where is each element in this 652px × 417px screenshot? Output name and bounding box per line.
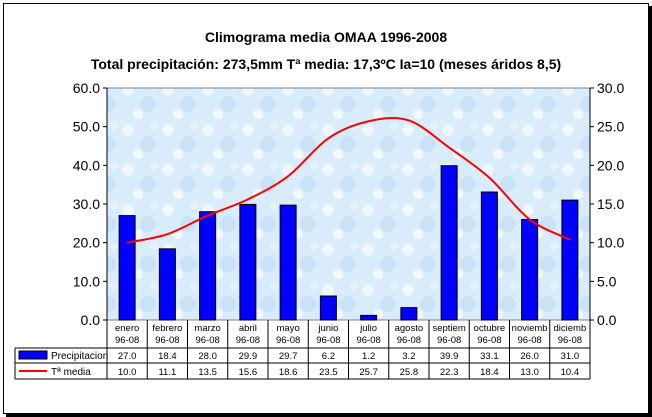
temperature-point-octubre: [488, 176, 491, 179]
temperature-point-junio: [327, 137, 330, 140]
temperature-value: 22.3: [440, 367, 459, 378]
plot-area: [106, 87, 591, 321]
precipitation-value: 6.2: [322, 351, 335, 362]
category-label: julio 96-08: [356, 323, 380, 346]
temperature-point-marzo: [206, 214, 209, 217]
temperature-value: 15.6: [239, 367, 258, 378]
bar-mayo: [279, 204, 297, 321]
temperature-value: 10.0: [118, 367, 137, 378]
right-tick-label: 25.0: [597, 119, 624, 135]
right-y-axis: 0.0 5.0 10.0 15.0 20.0 25.0 30.0: [589, 80, 624, 328]
precipitation-value: 26.0: [520, 351, 539, 362]
left-tick-label: 60.0: [73, 80, 100, 96]
left-y-axis: 0.0 10.0 20.0 30.0 40.0 50.0 60.0: [73, 80, 108, 328]
temperature-point-agosto: [408, 119, 410, 122]
precipitation-value: 18.4: [158, 351, 177, 362]
right-tick-label: 15.0: [597, 196, 624, 212]
temperature-point-mayo: [287, 175, 289, 177]
temperature-value: 10.4: [561, 367, 580, 378]
legend-label-precipitation: Precipitacion: [51, 351, 108, 362]
temperature-value: 25.7: [359, 367, 378, 378]
temperature-value: 18.6: [279, 367, 298, 378]
precipitation-value: 27.0: [118, 351, 137, 362]
bar-octubre: [480, 191, 498, 321]
temperature-point-septiem: [448, 146, 450, 149]
category-label: abril 96-08: [236, 323, 260, 346]
bar-abril: [239, 203, 257, 321]
bar-diciemb: [561, 199, 579, 321]
chart-title: Climograma media OMAA 1996-2008: [204, 29, 448, 45]
category-label: mayo 96-08: [276, 323, 300, 346]
right-tick-label: 30.0: [597, 80, 624, 96]
category-label: diciemb 96-08: [554, 323, 587, 346]
precipitation-value: 39.9: [440, 351, 459, 362]
category-label: junio 96-08: [316, 323, 340, 346]
temperature-point-enero: [126, 241, 128, 244]
bar-febrero: [158, 248, 176, 321]
category-label: noviemb 96-08: [512, 323, 548, 346]
bar-agosto: [400, 307, 418, 321]
legend-key-precipitation: [18, 350, 48, 360]
right-tick-label: 10.0: [597, 235, 624, 251]
bar-noviemb: [521, 218, 539, 321]
category-label: febrero 96-08: [152, 323, 182, 346]
bar-julio: [360, 314, 378, 321]
chart-subtitle: Total precipitación: 273,5mm Tª media: 1…: [90, 56, 562, 72]
bar-enero: [118, 215, 136, 321]
temperature-value: 25.8: [400, 367, 419, 378]
category-label: septiem 96-08: [432, 323, 465, 346]
precipitation-value: 29.9: [239, 351, 258, 362]
precipitation-value: 1.2: [362, 351, 375, 362]
temperature-point-julio: [367, 120, 370, 123]
right-tick-label: 20.0: [597, 157, 624, 173]
data-table: enero 96-08 febrero 96-08 marzo 96-08 abril 96-…: [14, 320, 591, 380]
precipitation-value: 33.1: [480, 351, 499, 362]
temperature-value: 23.5: [319, 367, 338, 378]
temperature-value: 11.1: [158, 367, 176, 378]
category-label: enero 96-08: [115, 323, 139, 346]
precipitation-value: 3.2: [402, 351, 415, 362]
temperature-value: 13.0: [520, 367, 539, 378]
left-tick-label: 10.0: [73, 273, 100, 289]
left-tick-label: 0.0: [81, 312, 101, 328]
temperature-value: 18.4: [480, 367, 499, 378]
right-tick-label: 0.0: [597, 312, 617, 328]
temperature-line: [126, 117, 571, 244]
precipitation-value: 29.7: [279, 351, 298, 362]
temperature-point-noviemb: [528, 218, 531, 221]
temperature-series-line: [126, 117, 571, 244]
category-label: agosto 96-08: [395, 323, 424, 346]
temperature-value: 13.5: [198, 367, 217, 378]
precipitation-value: 31.0: [561, 351, 580, 362]
category-label: octubre 96-08: [474, 323, 506, 346]
category-label: marzo 96-08: [194, 323, 220, 346]
temperature-point-abril: [247, 198, 249, 201]
bar-septiem: [440, 165, 458, 321]
left-tick-label: 50.0: [73, 119, 100, 135]
precipitation-value: 28.0: [198, 351, 217, 362]
left-tick-label: 30.0: [73, 196, 100, 212]
left-tick-label: 20.0: [73, 235, 100, 251]
temperature-point-diciemb: [569, 238, 571, 241]
bar-marzo: [199, 211, 217, 321]
bar-junio: [319, 295, 337, 321]
plot-background: [106, 87, 591, 321]
left-tick-label: 40.0: [73, 157, 100, 173]
right-tick-label: 5.0: [597, 273, 617, 289]
temperature-point-febrero: [166, 233, 169, 235]
legend-label-temperature: Tª media: [51, 367, 91, 378]
